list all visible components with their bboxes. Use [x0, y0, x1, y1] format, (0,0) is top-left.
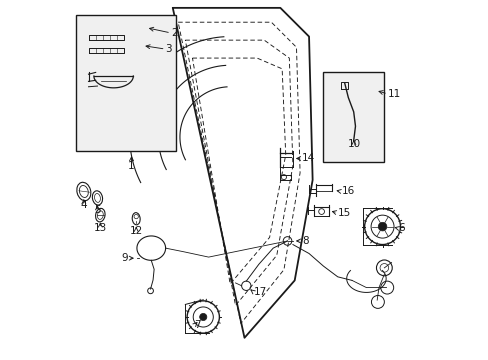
Text: 15: 15: [337, 208, 350, 218]
Bar: [323, 72, 384, 162]
Bar: [76, 15, 176, 151]
Text: 10: 10: [346, 139, 360, 149]
Text: 13: 13: [94, 224, 107, 233]
Text: 2: 2: [171, 28, 177, 38]
Text: 4: 4: [81, 200, 87, 210]
Text: 7: 7: [194, 320, 201, 330]
Text: 9: 9: [121, 253, 128, 263]
Text: 6: 6: [398, 224, 405, 233]
Text: 8: 8: [301, 236, 308, 246]
Circle shape: [199, 314, 206, 320]
Text: 11: 11: [387, 89, 400, 99]
Text: 16: 16: [341, 186, 354, 197]
Text: 14: 14: [301, 153, 314, 163]
Text: 12: 12: [129, 226, 142, 236]
Text: 5: 5: [94, 206, 101, 216]
Text: 1: 1: [128, 161, 135, 171]
Text: 3: 3: [165, 44, 172, 54]
Text: 17: 17: [253, 287, 266, 297]
Circle shape: [378, 222, 386, 231]
